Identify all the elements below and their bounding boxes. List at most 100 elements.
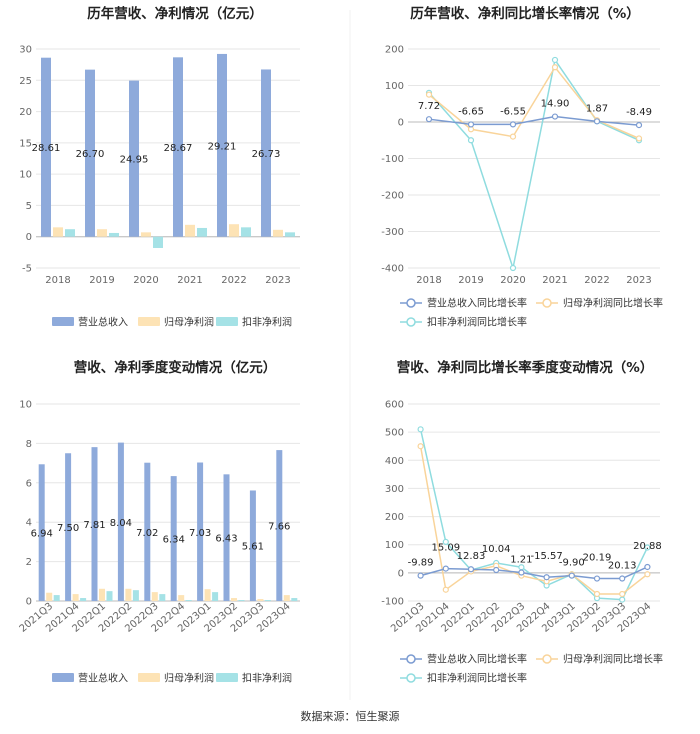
y-tick-label: 500	[385, 428, 404, 439]
deducted-profit-bar	[238, 600, 245, 601]
deducted-profit-growth-point	[417, 426, 424, 433]
legend-deducted-growth-swatch-dot	[406, 317, 416, 327]
deducted-profit-growth-point	[644, 544, 651, 551]
y-tick-label: -100	[381, 154, 404, 165]
revenue-bar	[85, 69, 95, 237]
revenue-value-label: 7.66	[268, 522, 290, 533]
y-tick-label: 0	[26, 232, 32, 243]
revenue-growth-point	[644, 563, 651, 571]
revenue-value-label: 7.03	[189, 528, 211, 539]
y-tick-label: 0	[398, 118, 404, 129]
x-tick-label: 2021	[542, 275, 567, 286]
deducted-profit-bar	[264, 600, 271, 601]
net-profit-bar	[151, 592, 158, 601]
net-profit-growth-point	[619, 590, 626, 598]
growth-value-label: 20.88	[633, 541, 662, 552]
growth-value-label: 10.04	[482, 544, 511, 555]
net-profit-bar	[72, 594, 79, 601]
revenue-value-label: 5.61	[242, 542, 264, 553]
revenue-bar	[129, 80, 139, 237]
deducted-profit-bar	[153, 236, 163, 248]
net-profit-bar	[283, 595, 290, 601]
x-tick-label: 2021	[177, 275, 202, 286]
net-profit-growth-line	[419, 446, 648, 595]
deducted-profit-growth-point	[551, 56, 559, 64]
y-tick-label: 0	[398, 568, 404, 579]
revenue-growth-point	[593, 575, 601, 582]
deducted-profit-bar	[212, 592, 219, 601]
revenue-bar	[249, 490, 256, 601]
revenue-bar	[223, 474, 230, 601]
growth-value-label: 1.87	[586, 103, 608, 114]
y-tick-label: 200	[385, 45, 404, 56]
revenue-bar	[144, 462, 151, 601]
legend-revenue-swatch	[52, 317, 74, 326]
net-profit-bar	[125, 588, 132, 601]
y-tick-label: 400	[385, 456, 404, 467]
legend-deducted-growth-label: 扣非净利润同比增长率	[427, 316, 527, 329]
legend-deducted-profit-swatch	[216, 673, 238, 682]
revenue-value-label: 6.43	[215, 534, 237, 545]
x-tick-label: 2020	[133, 275, 158, 286]
deducted-profit-bar	[109, 232, 119, 237]
growth-value-label: 20.19	[583, 553, 612, 564]
x-tick-label: 2018	[45, 275, 70, 286]
growth-value-label: -15.57	[530, 551, 562, 562]
revenue-growth-point	[568, 572, 575, 579]
revenue-bar	[217, 53, 227, 237]
net-profit-bar	[229, 224, 239, 237]
revenue-value-label: 6.94	[31, 529, 53, 540]
net-profit-bar	[178, 595, 185, 601]
net-profit-growth-point	[509, 133, 517, 140]
net-profit-bar	[204, 589, 211, 601]
deducted-profit-bar	[65, 229, 75, 237]
net-profit-growth-point	[417, 443, 424, 450]
deducted-profit-bar	[159, 594, 166, 601]
legend-net-profit-growth-swatch-dot	[542, 654, 552, 664]
legend-deducted-profit-label: 扣非净利润	[242, 672, 292, 685]
deducted-profit-bar	[291, 598, 298, 601]
deducted-profit-growth-line	[419, 429, 649, 601]
revenue-growth-point	[442, 565, 449, 572]
revenue-bar	[41, 57, 51, 237]
revenue-bar	[91, 447, 98, 601]
deducted-profit-growth-point	[509, 264, 517, 272]
revenue-bar	[197, 462, 204, 601]
y-tick-label: 4	[26, 518, 32, 529]
y-tick-label: 20	[19, 107, 32, 118]
revenue-growth-point	[551, 113, 559, 120]
x-tick-label: 2018	[416, 275, 441, 286]
revenue-growth-line	[420, 566, 648, 580]
revenue-value-label: 6.34	[163, 535, 185, 546]
revenue-value-label: 29.21	[208, 141, 237, 152]
deducted-profit-bar	[80, 598, 87, 601]
net-profit-bar	[97, 229, 107, 237]
deducted-profit-bar	[53, 595, 60, 601]
legend-revenue-growth-label: 营业总收入同比增长率	[427, 653, 527, 666]
legend-net-profit-label: 归母净利润	[164, 316, 214, 329]
legend-deducted-profit-swatch	[216, 317, 238, 326]
net-profit-growth-point	[593, 590, 601, 598]
x-tick-label: 2023	[265, 275, 290, 286]
y-tick-label: 300	[385, 484, 404, 495]
growth-value-label: -6.65	[458, 106, 484, 117]
revenue-value-label: 28.61	[32, 143, 61, 154]
net-profit-growth-point	[425, 91, 433, 98]
legend-deducted-growth-swatch-dot	[406, 673, 416, 683]
revenue-value-label: 7.02	[136, 528, 158, 539]
revenue-bar	[65, 453, 72, 601]
chart-title: 营收、净利同比增长率季度变动情况（%）	[397, 359, 654, 376]
growth-value-label: 12.83	[457, 551, 486, 562]
y-tick-label: 2	[26, 557, 32, 568]
deducted-profit-growth-line	[428, 58, 640, 271]
y-tick-label: 15	[19, 138, 32, 149]
growth-value-label: -9.89	[408, 558, 434, 569]
deducted-profit-growth-point	[619, 596, 626, 603]
growth-value-label: 20.13	[608, 561, 637, 572]
y-tick-label: 10	[19, 170, 32, 181]
deducted-profit-growth-point	[442, 538, 449, 546]
y-tick-label: -300	[381, 227, 404, 238]
revenue-value-label: 26.70	[76, 149, 105, 160]
y-tick-label: -400	[381, 264, 404, 275]
